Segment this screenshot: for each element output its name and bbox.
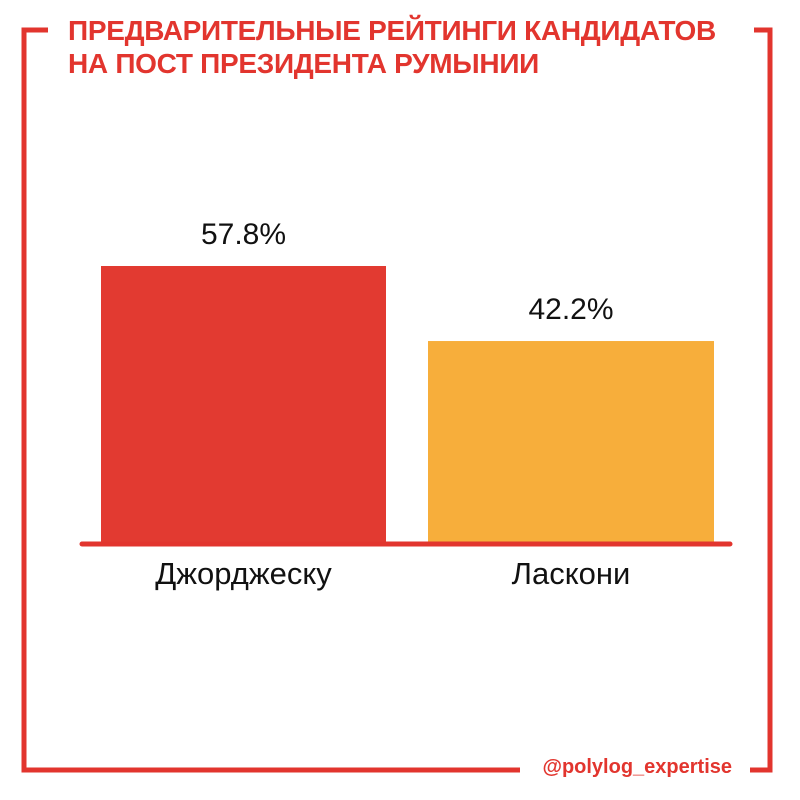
data-label-2: 42.2% xyxy=(528,293,613,326)
chart-title: ПРЕДВАРИТЕЛЬНЫЕ РЕЙТИНГИ КАНДИДАТОВ НА П… xyxy=(62,14,754,80)
bar-2 xyxy=(428,341,714,544)
category-label-2: Ласкони xyxy=(512,556,631,591)
chart-title-line-1: ПРЕДВАРИТЕЛЬНЫЕ РЕЙТИНГИ КАНДИДАТОВ xyxy=(68,15,716,46)
bar-1 xyxy=(101,266,386,544)
chart-title-line-2: НА ПОСТ ПРЕЗИДЕНТА РУМЫНИИ xyxy=(68,48,539,79)
bars-layer xyxy=(101,266,714,544)
labels-layer: 57.8% Джорджеску 42.2% Ласкони xyxy=(155,218,630,591)
category-label-1: Джорджеску xyxy=(155,556,332,591)
data-label-1: 57.8% xyxy=(201,218,286,251)
social-handle: @polylog_expertise xyxy=(536,754,738,780)
